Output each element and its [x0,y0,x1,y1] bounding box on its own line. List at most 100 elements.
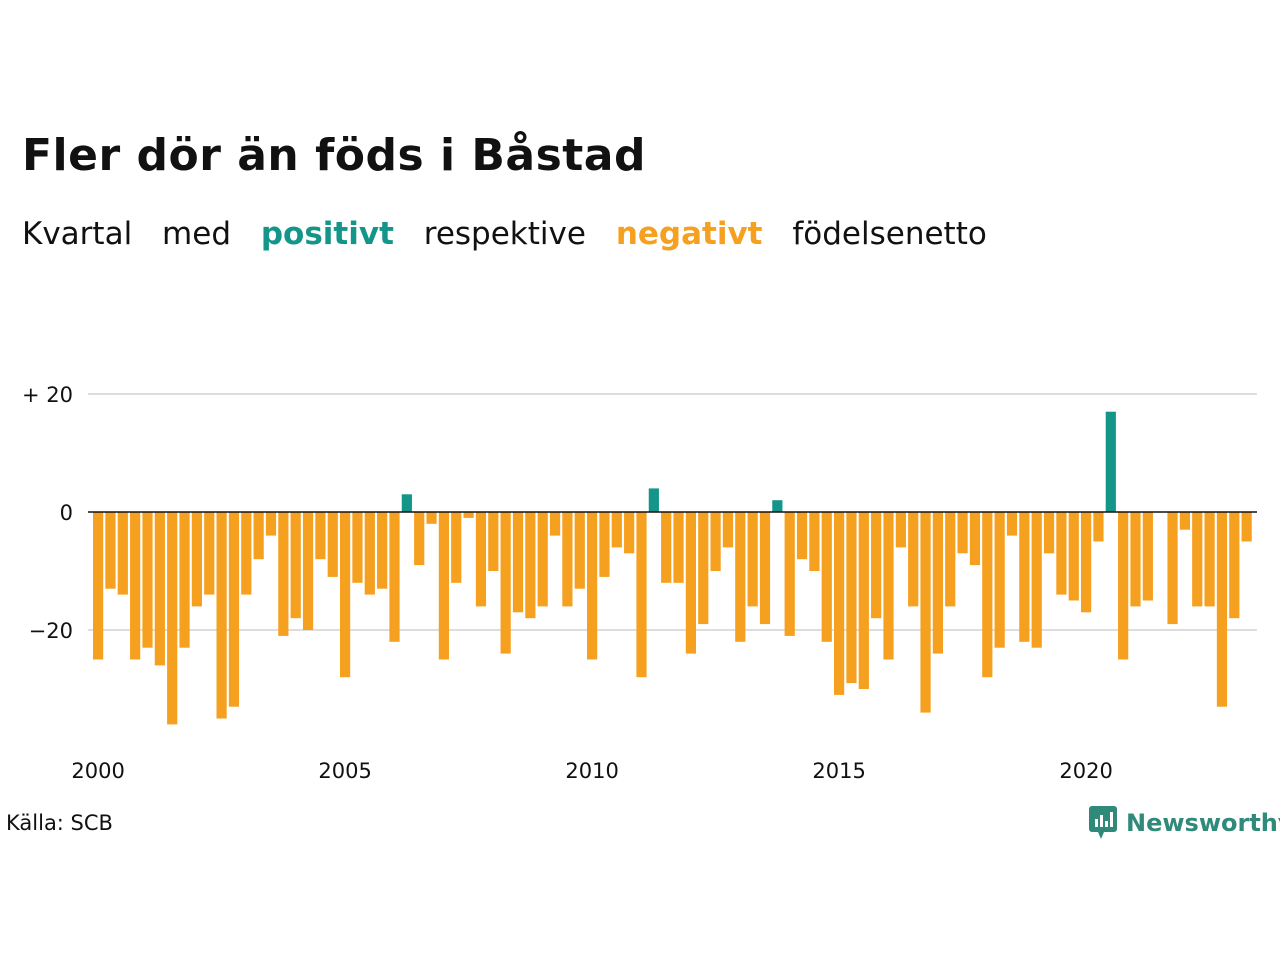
bar-positive [401,494,412,512]
bar-negative [340,512,351,678]
subtitle-word: Kvartal [22,216,133,252]
bar-negative [834,512,845,695]
bar-negative [1179,512,1190,530]
bar-negative [1241,512,1252,542]
bar-negative [302,512,314,630]
bar-negative [216,512,227,719]
bar-negative [920,512,931,713]
bar-negative [809,512,820,571]
bar-negative [525,512,536,619]
bar-negative [1043,512,1055,554]
bar-negative [364,512,375,595]
bar-negative [228,512,240,707]
bar-negative [685,512,696,654]
bar-chart: + 20 0 −20 2000 2005 2010 2015 2020 [22,383,1257,783]
y-tick-label: + 20 [22,383,73,407]
bar-negative [759,512,771,625]
bar-negative [204,512,215,595]
bar-negative [883,512,894,660]
y-tick-label: −20 [29,619,73,643]
bar-negative [1081,512,1092,613]
subtitle-word: med [162,216,231,252]
bar-negative [969,512,981,566]
bar-negative [587,512,598,660]
bar-negative [611,512,622,548]
bar-negative [191,512,202,607]
bar-negative [871,512,882,619]
bar-negative [463,512,474,518]
bar-positive [772,500,783,512]
bar-negative [1068,512,1079,601]
bar-negative [994,512,1005,648]
bar-negative [426,512,437,524]
bar-negative [253,512,264,560]
bar-negative [1118,512,1129,660]
bar-negative [932,512,943,654]
bar-negative [278,512,289,636]
bar-negative [414,512,425,566]
bar-negative [747,512,758,607]
bar-negative [599,512,610,577]
bar-negative [1056,512,1067,595]
bar-negative [438,512,449,660]
x-tick-label: 2020 [1059,759,1112,783]
bar-negative [1192,512,1203,607]
bar-negative [735,512,746,642]
bar-negative [377,512,388,589]
bar-negative [488,512,499,571]
bar-negative [265,512,277,536]
bar-negative [673,512,684,583]
legend-positive: positivt [260,216,394,252]
bar-negative [142,512,153,648]
bar-negative [1031,512,1042,648]
bar-negative [241,512,252,595]
bar-negative [1142,512,1153,601]
bar-negative [661,512,672,583]
bar-negative [1019,512,1030,642]
bar-negative [389,512,400,642]
x-tick-label: 2005 [318,759,371,783]
bar-negative [895,512,906,548]
bar-negative [500,512,511,654]
bar-negative [636,512,647,678]
bar-positive [648,488,659,512]
bar-negative [784,512,795,636]
bar-negative [574,512,585,589]
bar-negative [821,512,832,642]
bar-negative [1204,512,1215,607]
bar-negative [1216,512,1228,707]
subtitle-word: respektive [423,216,586,252]
chart-subtitle: Kvartal med positivt respektive negativt… [22,216,1007,252]
subtitle-word: födelsenetto [792,216,987,252]
bar-negative [105,512,116,589]
bar-negative [1167,512,1178,625]
bar-negative [698,512,709,625]
bar-negative [710,512,721,571]
bar-negative [130,512,141,660]
bar-negative [722,512,734,548]
chart-title: Fler dör än föds i Båstad [22,130,646,181]
bar-negative [117,512,128,595]
bar-negative [475,512,487,607]
bar-negative [512,512,524,613]
bar-negative [846,512,857,684]
bar-negative [537,512,548,607]
y-tick-label: 0 [60,501,73,525]
bar-negative [167,512,178,725]
bar-negative [796,512,808,560]
bar-negative [957,512,968,554]
bar-negative [982,512,993,678]
bar-negative [290,512,301,619]
legend-negative: negativt [615,216,763,252]
bar-negative [179,512,190,648]
bar-negative [1130,512,1141,607]
bar-negative [562,512,573,607]
bar-negative [154,512,165,666]
bar-negative [908,512,919,607]
bar-negative [327,512,338,577]
newsworthy-logo: Newsworthy [1088,805,1280,841]
x-tick-label: 2010 [565,759,618,783]
bar-negative [1093,512,1104,542]
bar-negative [451,512,462,583]
bar-negative [549,512,561,536]
